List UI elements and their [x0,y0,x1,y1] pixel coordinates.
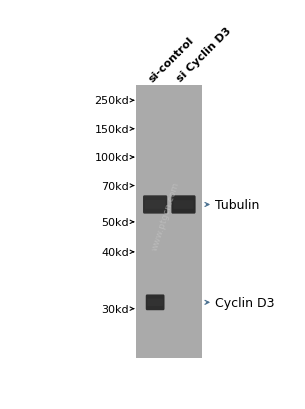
FancyBboxPatch shape [143,196,167,214]
Text: www.ptgcn.com: www.ptgcn.com [150,180,181,252]
Text: 150kd: 150kd [95,124,129,135]
Text: si Cyclin D3: si Cyclin D3 [175,26,234,84]
Text: 70kd: 70kd [101,181,129,191]
Text: 30kd: 30kd [102,304,129,314]
FancyBboxPatch shape [146,295,164,310]
Text: 40kd: 40kd [101,247,129,257]
FancyBboxPatch shape [147,299,163,306]
FancyBboxPatch shape [145,200,165,209]
Text: Cyclin D3: Cyclin D3 [215,296,275,309]
Text: 50kd: 50kd [102,217,129,227]
FancyBboxPatch shape [171,196,196,214]
Text: si-control: si-control [147,35,196,84]
Text: 100kd: 100kd [95,153,129,163]
FancyBboxPatch shape [136,85,203,358]
Text: Tubulin: Tubulin [215,198,260,211]
Text: 250kd: 250kd [94,96,129,106]
FancyBboxPatch shape [173,200,194,209]
